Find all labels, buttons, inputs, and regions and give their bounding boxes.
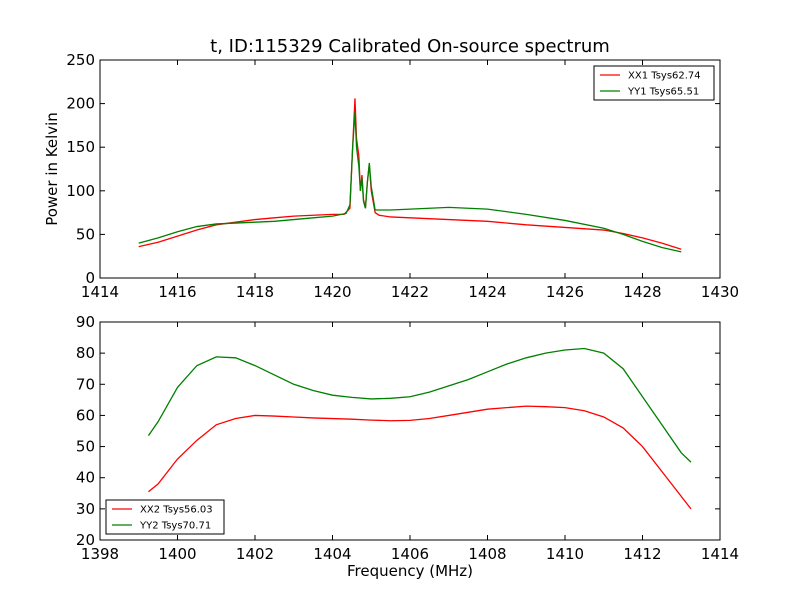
- top-y-axis-label: Power in Kelvin: [43, 112, 61, 226]
- y-tick-label: 60: [76, 406, 95, 424]
- y-tick-label: 100: [66, 182, 95, 200]
- y-tick-label: 20: [76, 531, 95, 549]
- y-tick-label: 250: [66, 51, 95, 69]
- legend-label: XX2 Tsys56.03: [140, 505, 213, 516]
- x-tick-label: 1402: [236, 545, 274, 563]
- y-tick-label: 200: [66, 95, 95, 113]
- series-line-1-2: [138, 112, 682, 253]
- y-tick-label: 50: [76, 225, 95, 243]
- x-tick-label: 1398: [81, 545, 119, 563]
- x-tick-label: 1418: [236, 283, 274, 301]
- plots-group: 1414 1416 1418 1420 1422 1424 1426 1428 14300501…: [66, 51, 739, 563]
- legend-1: XX1 Tsys62.74 YY1 Tsys65.51: [593, 65, 715, 101]
- y-tick-label: 50: [76, 438, 95, 456]
- y-tick-label: 0: [85, 269, 95, 287]
- subplot-1: 1414 1416 1418 1420 1422 1424 1426 1428 1430 0 50 1…: [66, 51, 739, 301]
- subplot-2: 1398 1400 1402 1404 1406 1408 1410 1412 1414 20 30…: [76, 313, 739, 563]
- series-line-2-2: [147, 347, 692, 463]
- legend-box: [593, 65, 715, 101]
- y-tick-label: 80: [76, 344, 95, 362]
- chart-title: t, ID:115329 Calibrated On-source spectr…: [210, 36, 610, 57]
- bottom-x-axis-label: Frequency (MHz): [347, 562, 473, 580]
- x-tick-label: 1406: [391, 545, 429, 563]
- x-tick-label: 1426: [546, 283, 584, 301]
- y-tick-label: 70: [76, 375, 95, 393]
- legend-2: XX2 Tsys56.03 YY2 Tsys70.71: [105, 499, 225, 535]
- legend-label: XX1 Tsys62.74: [628, 71, 701, 82]
- x-tick-label: 1428: [623, 283, 661, 301]
- series-line-2-1: [148, 405, 692, 510]
- x-tick-label: 1414: [701, 545, 739, 563]
- x-tick-label: 1430: [701, 283, 739, 301]
- y-tick-label: 150: [66, 138, 95, 156]
- x-tick-label: 1414: [81, 283, 119, 301]
- legend-box: [105, 499, 225, 535]
- x-tick-label: 1408: [468, 545, 506, 563]
- y-tick-label: 90: [76, 313, 95, 331]
- x-tick-label: 1420: [313, 283, 351, 301]
- y-tick-label: 40: [76, 469, 95, 487]
- x-tick-label: 1424: [468, 283, 506, 301]
- x-tick-label: 1404: [313, 545, 351, 563]
- x-tick-label: 1400: [158, 545, 196, 563]
- x-tick-label: 1412: [623, 545, 661, 563]
- series-line-1-1: [138, 98, 682, 250]
- y-tick-label: 30: [76, 500, 95, 518]
- x-tick-label: 1410: [546, 545, 584, 563]
- legend-label: YY1 Tsys65.51: [627, 87, 699, 98]
- x-tick-label: 1416: [158, 283, 196, 301]
- x-tick-label: 1422: [391, 283, 429, 301]
- legend-label: YY2 Tsys70.71: [139, 521, 211, 532]
